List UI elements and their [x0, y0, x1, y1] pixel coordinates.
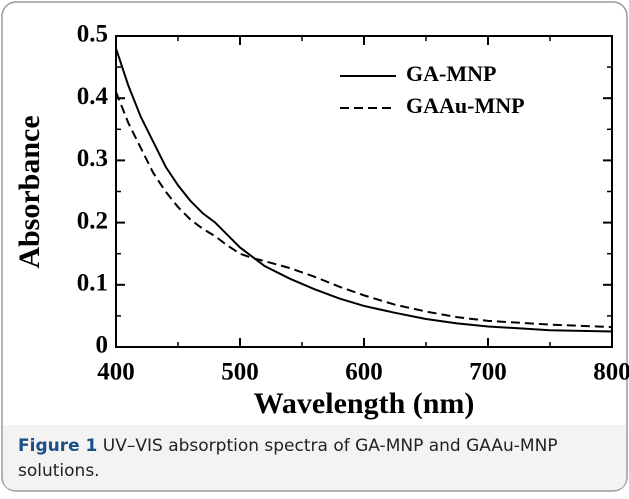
data-line	[115, 48, 613, 333]
legend-label: GA-MNP	[406, 61, 496, 86]
y-axis-label: Absorbance	[13, 115, 46, 268]
data-line	[115, 91, 613, 329]
caption-text: solutions.	[18, 461, 100, 481]
y-tick-label: 0	[96, 332, 109, 359]
y-tick-label: 0.2	[77, 207, 108, 234]
caption: Figure 1 UV–VIS absorption spectra of GA…	[18, 436, 558, 456]
x-tick-label: 400	[97, 359, 135, 386]
x-tick-label: 500	[221, 359, 259, 386]
y-tick-label: 0.4	[77, 83, 109, 110]
y-tick-label: 0.3	[77, 145, 108, 172]
x-tick-label: 600	[345, 359, 383, 386]
caption-background	[3, 425, 626, 490]
legend-label: GAAu-MNP	[406, 93, 525, 118]
y-tick-label: 0.5	[77, 21, 108, 48]
caption-label: Figure 1	[18, 436, 97, 456]
x-tick-label: 700	[469, 359, 507, 386]
caption-text: UV–VIS absorption spectra of GA-MNP and …	[103, 436, 558, 456]
x-axis-label: Wavelength (nm)	[254, 387, 475, 420]
x-tick-label: 800	[593, 359, 629, 386]
y-tick-label: 0.1	[77, 270, 108, 297]
